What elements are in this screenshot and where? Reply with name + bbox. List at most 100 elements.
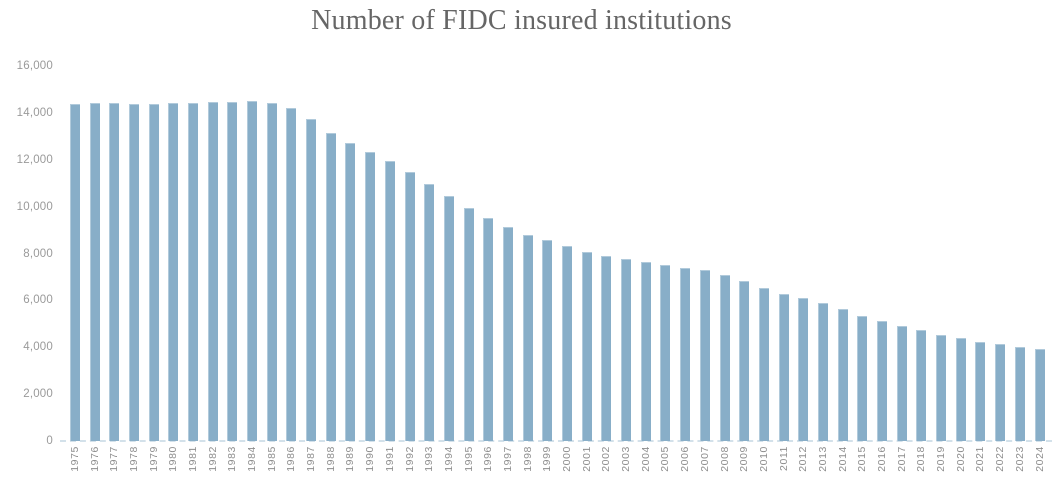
bar-cell: 2024 <box>1030 66 1050 472</box>
y-tick-label: 12,000 <box>16 153 53 166</box>
y-tick-label: 4,000 <box>23 341 53 354</box>
x-tick-label: 2023 <box>1013 446 1026 472</box>
x-tick-label: 1976 <box>88 446 101 472</box>
bar-cell: 2013 <box>813 66 833 472</box>
x-tick-label: 1993 <box>423 446 436 472</box>
x-tick-label: 2010 <box>757 446 770 472</box>
x-tick-label: 1981 <box>186 446 199 472</box>
x-tick-label: 1996 <box>482 446 495 472</box>
bar-1988 <box>325 133 336 441</box>
x-tick-label: 1987 <box>305 446 318 472</box>
x-tick-label: 1979 <box>147 446 160 472</box>
x-tick-label: 2011 <box>777 446 790 471</box>
bar-2013 <box>817 303 828 441</box>
bar-2002 <box>601 256 612 441</box>
bar-2017 <box>896 325 907 441</box>
bar-1991 <box>384 161 395 441</box>
bar-1989 <box>345 143 356 441</box>
x-tick-label: 1989 <box>344 446 357 472</box>
x-tick-label: 1994 <box>442 446 455 472</box>
bar-cell: 2012 <box>793 66 813 472</box>
bar-cell: 2017 <box>892 66 912 472</box>
x-axis-baseline <box>60 440 1052 442</box>
bar-cell: 1987 <box>301 66 321 472</box>
bar-cell: 2002 <box>597 66 617 472</box>
x-tick-label: 1980 <box>167 446 180 472</box>
x-tick-label: 2003 <box>620 446 633 472</box>
bar-1999 <box>542 239 553 441</box>
bar-1993 <box>424 184 435 441</box>
bar-cell: 1983 <box>223 66 243 472</box>
x-tick-label: 2001 <box>580 446 593 472</box>
bar-2004 <box>640 262 651 441</box>
bar-2015 <box>857 315 868 441</box>
x-tick-label: 1975 <box>68 446 81 472</box>
bar-2000 <box>562 246 573 441</box>
bar-cell: 2014 <box>833 66 853 472</box>
bar-cell: 1979 <box>144 66 164 472</box>
bar-2005 <box>660 264 671 441</box>
bar-2012 <box>798 298 809 441</box>
x-tick-label: 2000 <box>561 446 574 472</box>
x-tick-label: 2020 <box>954 446 967 472</box>
bar-cell: 2022 <box>990 66 1010 472</box>
x-tick-label: 1990 <box>364 446 377 472</box>
bar-1983 <box>227 101 238 441</box>
bar-cell: 1998 <box>518 66 538 472</box>
y-tick-label: 6,000 <box>23 294 53 307</box>
bar-1979 <box>148 104 159 441</box>
x-tick-label: 2017 <box>895 446 908 472</box>
bar-cell: 1989 <box>341 66 361 472</box>
bar-cell: 1994 <box>439 66 459 472</box>
x-tick-label: 1985 <box>265 446 278 472</box>
bar-cell: 2007 <box>695 66 715 472</box>
bar-cell: 2004 <box>636 66 656 472</box>
bar-cell: 2003 <box>616 66 636 472</box>
bar-1986 <box>286 107 297 441</box>
x-tick-label: 2009 <box>738 446 751 472</box>
bar-cell: 1981 <box>183 66 203 472</box>
bar-cell: 1996 <box>478 66 498 472</box>
bar-2006 <box>680 267 691 441</box>
bar-1994 <box>443 196 454 441</box>
bar-2007 <box>699 270 710 441</box>
bar-1987 <box>306 119 317 441</box>
bar-1978 <box>128 103 139 441</box>
x-tick-label: 1982 <box>206 446 219 472</box>
bar-cell: 2009 <box>734 66 754 472</box>
bar-1977 <box>109 103 120 441</box>
x-tick-label: 2024 <box>1033 446 1046 472</box>
chart-title: Number of FIDC insured institutions <box>311 5 732 36</box>
bar-2009 <box>739 280 750 441</box>
bar-2003 <box>621 258 632 441</box>
x-tick-label: 2015 <box>856 446 869 472</box>
y-tick-label: 0 <box>46 435 53 447</box>
bar-cell: 1992 <box>400 66 420 472</box>
bar-cell: 2023 <box>1010 66 1030 472</box>
bar-2022 <box>995 344 1006 441</box>
bar-1990 <box>365 151 376 441</box>
y-axis: 0 2,000 4,000 6,000 8,000 10,000 12,000 14,000 1… <box>0 0 53 488</box>
x-tick-label: 2006 <box>679 446 692 472</box>
x-tick-label: 2022 <box>994 446 1007 472</box>
bar-2014 <box>837 308 848 441</box>
bar-2016 <box>877 321 888 441</box>
y-tick-label: 2,000 <box>23 388 53 401</box>
bar-2023 <box>1014 346 1025 441</box>
bar-2008 <box>719 274 730 441</box>
bar-2020 <box>955 338 966 441</box>
bar-1975 <box>69 103 80 441</box>
plot-area: 1975 1976 1977 1978 1979 1980 1981 1982 1983 1984… <box>65 66 1050 472</box>
bar-2024 <box>1034 348 1045 441</box>
x-tick-label: 1984 <box>246 446 259 472</box>
bar-cell: 1975 <box>65 66 85 472</box>
x-tick-label: 1986 <box>285 446 298 472</box>
bar-2011 <box>778 293 789 441</box>
x-tick-label: 2008 <box>718 446 731 472</box>
bar-cell: 1997 <box>498 66 518 472</box>
y-tick-label: 8,000 <box>23 247 53 260</box>
x-tick-label: 2019 <box>935 446 948 472</box>
bar-1985 <box>266 103 277 441</box>
bar-cell: 2019 <box>931 66 951 472</box>
